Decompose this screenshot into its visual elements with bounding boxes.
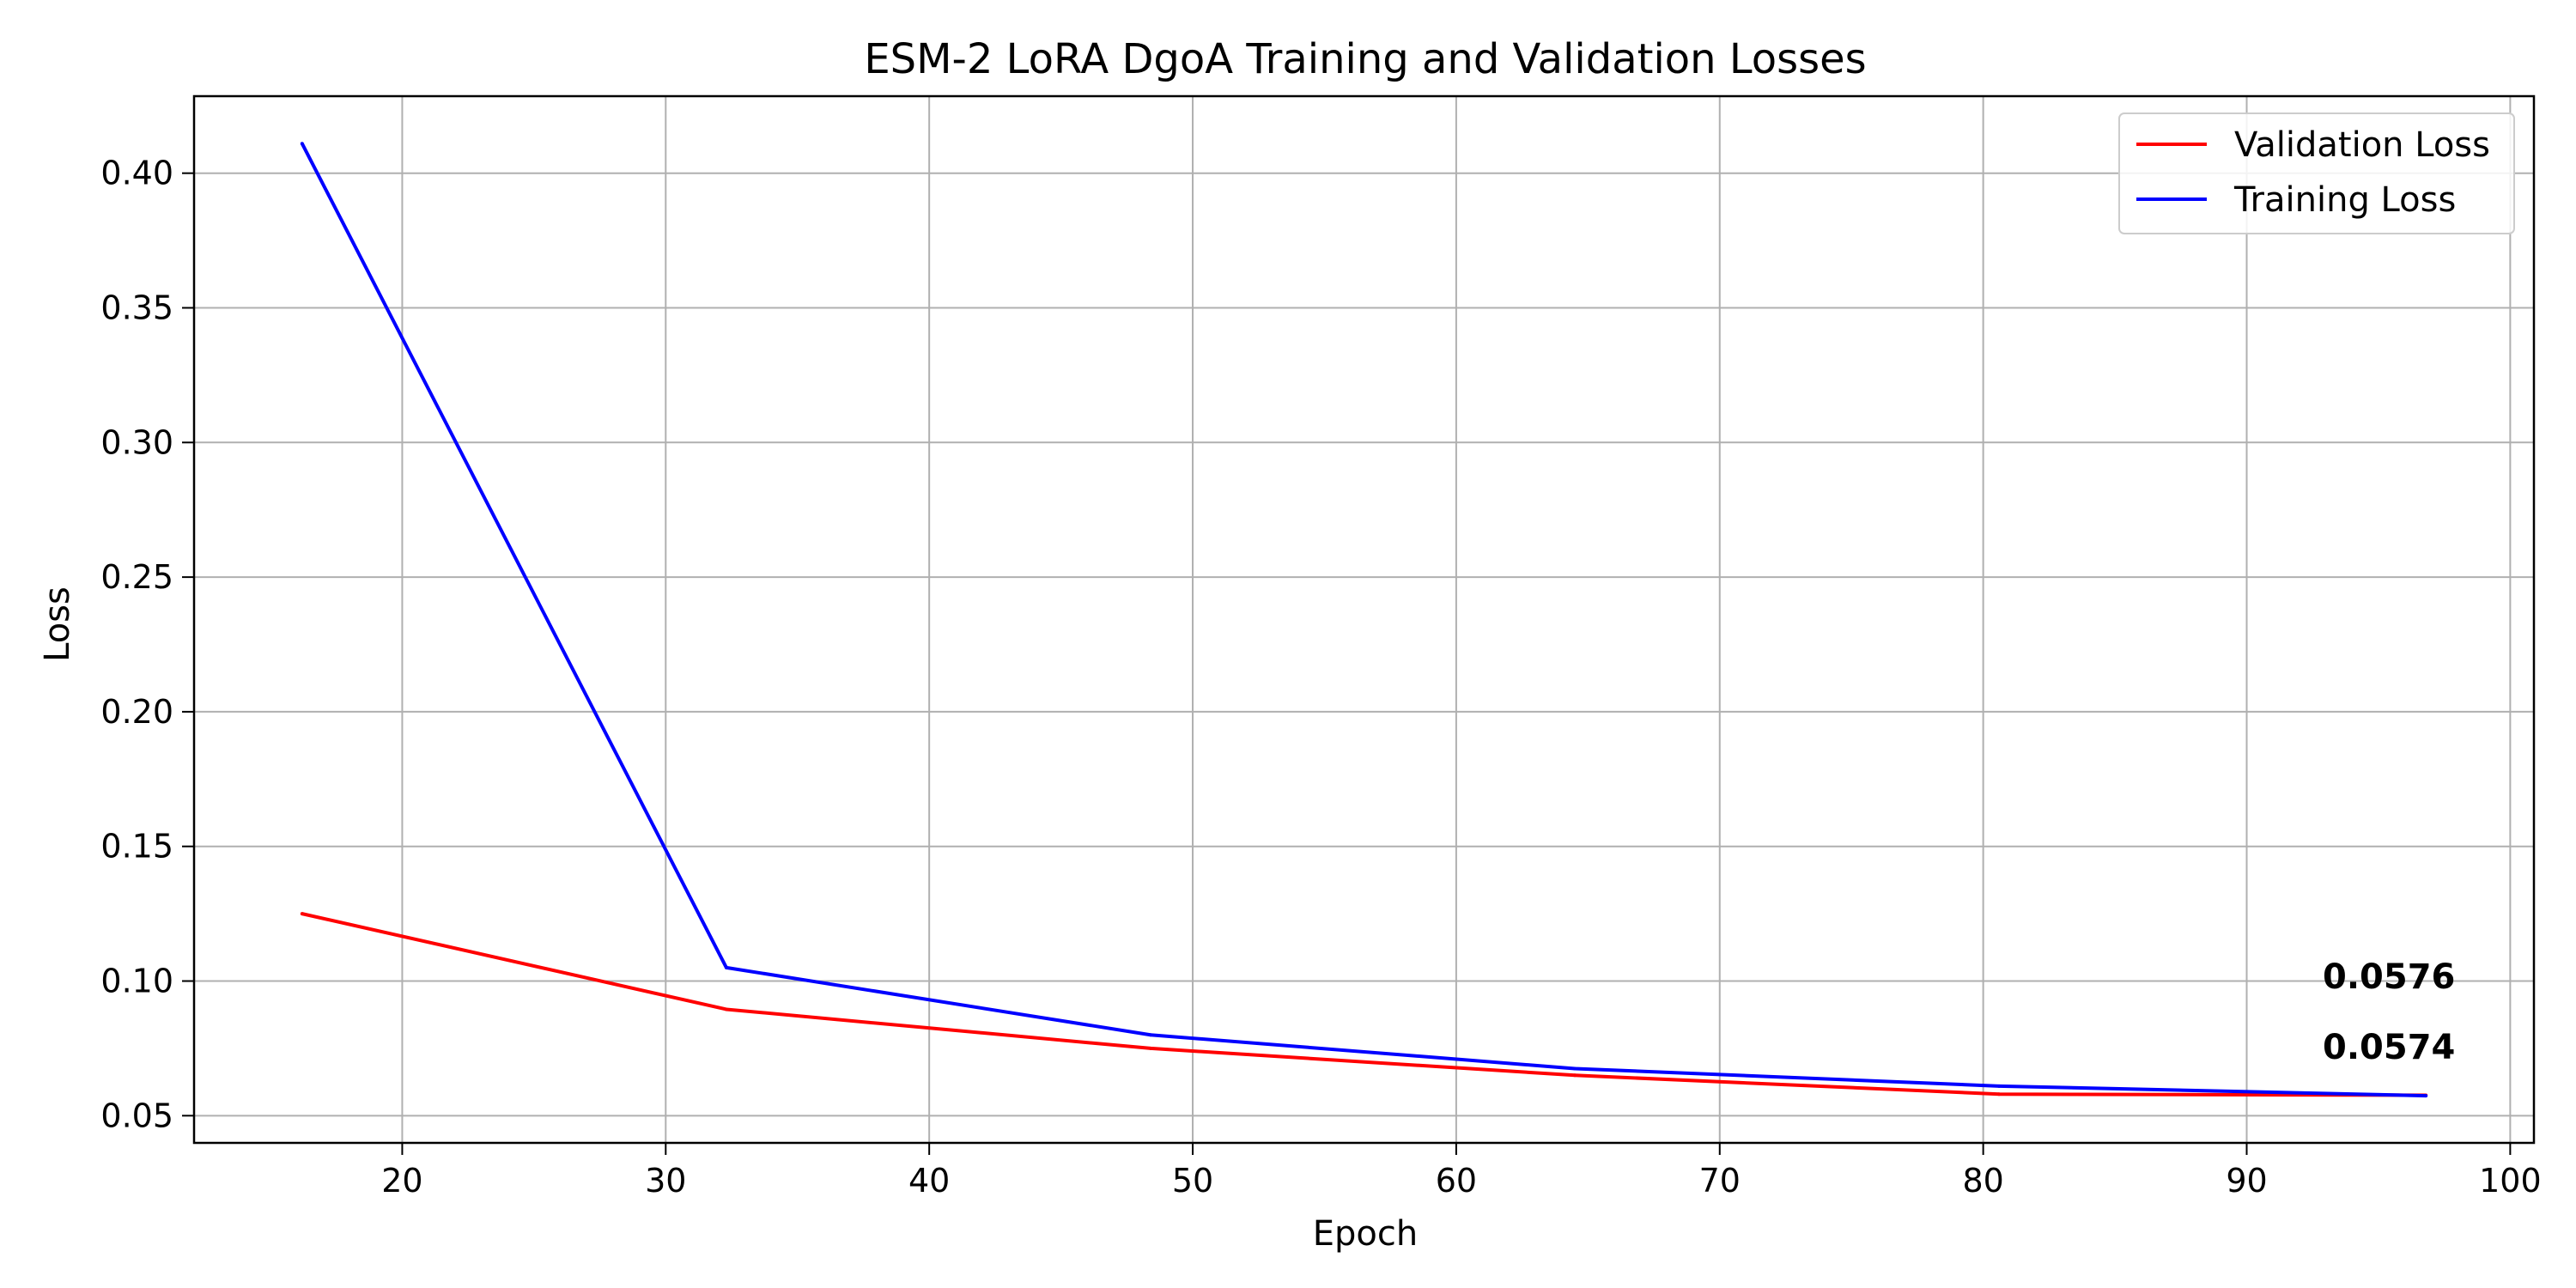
validation-final-value-label: 0.0576 bbox=[2323, 957, 2455, 997]
data-point-training-loss bbox=[724, 965, 728, 969]
x-tick-label: 50 bbox=[1172, 1162, 1213, 1200]
x-tick-label: 30 bbox=[645, 1162, 686, 1200]
x-tick-label: 80 bbox=[1962, 1162, 2003, 1200]
series-line-validation-loss bbox=[301, 912, 2427, 1097]
grid-lines bbox=[194, 96, 2534, 1143]
y-axis-ticks: 0.05 0.10 0.15 0.20 0.25 0.30 0.35 0.40 bbox=[100, 155, 194, 1134]
series-layer bbox=[300, 142, 2428, 1098]
plot-frame bbox=[192, 94, 2536, 1145]
data-point-training-loss bbox=[1572, 1066, 1577, 1071]
y-tick-label: 0.35 bbox=[100, 289, 173, 326]
x-tick-label: 70 bbox=[1699, 1162, 1741, 1200]
chart-title: ESM-2 LoRA DgoA Training and Validation … bbox=[864, 35, 1866, 83]
data-point-training-loss bbox=[300, 142, 304, 146]
x-tick-label: 100 bbox=[2479, 1162, 2542, 1200]
data-point-validation-loss bbox=[1997, 1092, 2002, 1097]
y-tick-label: 0.40 bbox=[100, 155, 173, 192]
x-tick-label: 60 bbox=[1436, 1162, 1477, 1200]
legend-label-validation: Validation Loss bbox=[2234, 125, 2490, 165]
series-line-training-loss bbox=[301, 143, 2427, 1098]
data-point-validation-loss bbox=[724, 1007, 728, 1012]
y-tick-label: 0.30 bbox=[100, 423, 173, 461]
y-tick-label: 0.20 bbox=[100, 693, 173, 731]
legend: Validation Loss Training Loss bbox=[2118, 112, 2515, 234]
legend-box bbox=[2118, 112, 2515, 234]
data-point-validation-loss bbox=[300, 912, 304, 916]
data-point-validation-loss bbox=[1572, 1073, 1577, 1078]
x-tick-label: 90 bbox=[2226, 1162, 2267, 1200]
training-final-value-label: 0.0574 bbox=[2323, 1028, 2455, 1067]
x-tick-label: 40 bbox=[908, 1162, 950, 1200]
y-tick-label: 0.15 bbox=[100, 828, 173, 866]
data-point-training-loss bbox=[2424, 1094, 2428, 1098]
y-tick-label: 0.10 bbox=[100, 963, 173, 1000]
y-tick-label: 0.05 bbox=[100, 1097, 173, 1134]
legend-label-training: Training Loss bbox=[2233, 180, 2456, 220]
x-axis-ticks: 20 30 40 50 60 70 80 90 100 bbox=[381, 1143, 2542, 1200]
y-tick-label: 0.25 bbox=[100, 558, 173, 596]
end-value-labels: 0.0576 0.0574 bbox=[2323, 957, 2455, 1067]
data-point-training-loss bbox=[1148, 1033, 1152, 1037]
x-tick-label: 20 bbox=[381, 1162, 422, 1200]
data-point-validation-loss bbox=[1148, 1046, 1152, 1050]
x-axis-label: Epoch bbox=[1313, 1214, 1418, 1254]
y-axis-label: Loss bbox=[38, 586, 77, 662]
data-point-training-loss bbox=[1997, 1084, 2002, 1088]
